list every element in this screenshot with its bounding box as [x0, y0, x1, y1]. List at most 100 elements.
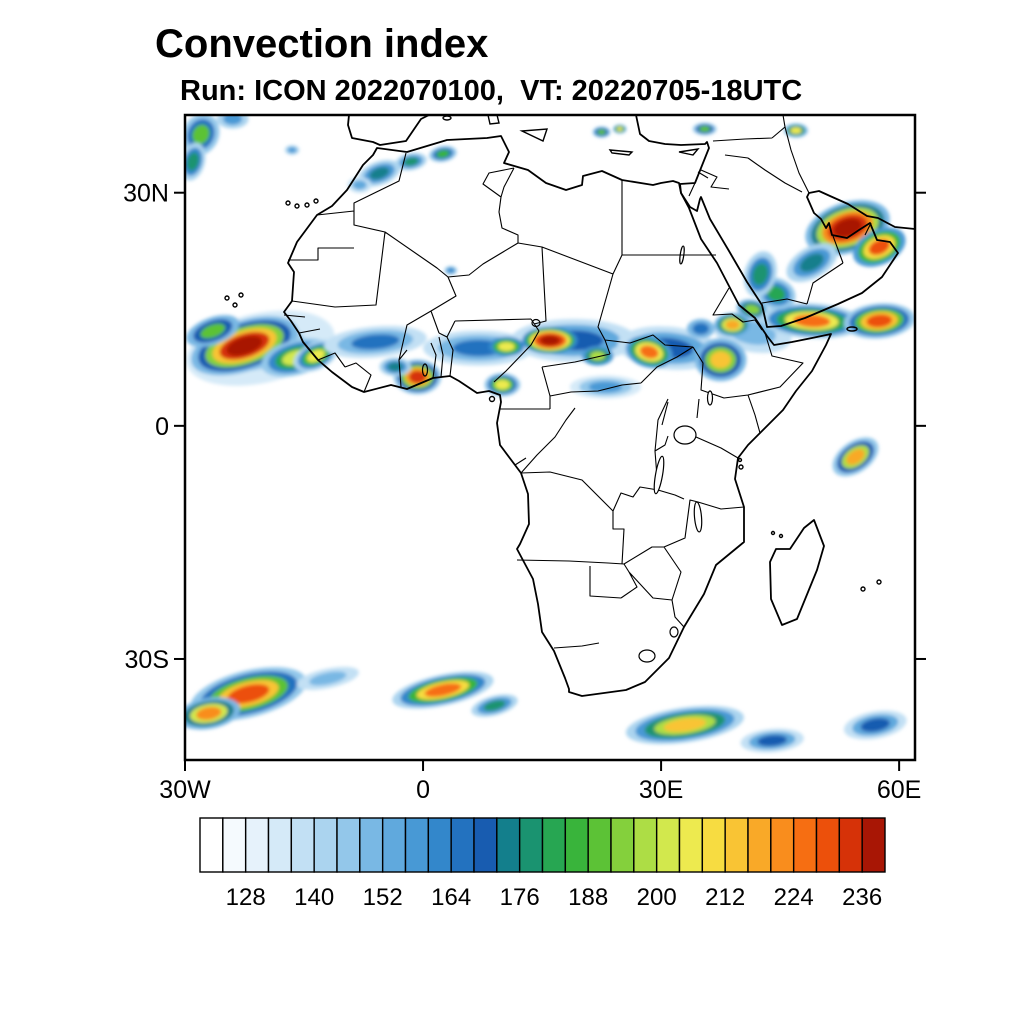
convection-blob [369, 167, 390, 180]
convection-blob [692, 322, 710, 335]
convection-blob [540, 335, 560, 345]
colorbar-cell [381, 817, 407, 873]
chart-title: Convection index [155, 22, 488, 66]
convection-blob [200, 323, 226, 339]
colorbar-cell [496, 817, 521, 873]
colorbar-cell [404, 817, 430, 873]
convection-blob [498, 342, 515, 352]
island-cape-verde [238, 292, 244, 298]
coastline-iberia [347, 115, 430, 146]
colorbar-cell [838, 817, 863, 873]
convection-blob [799, 253, 824, 272]
colorbar-cell [267, 817, 293, 873]
colorbar-tick-label: 128 [226, 884, 266, 911]
convection-blob [187, 152, 199, 171]
colorbar-cell [724, 817, 749, 873]
coastlines [283, 115, 915, 697]
convection-blob [387, 362, 403, 372]
convection-blob [403, 157, 419, 166]
convection-blob [192, 124, 210, 145]
chart-subtitle: Run: ICON 2022070100, VT: 20220705-18UTC [180, 75, 802, 107]
y-tick-label: 0 [155, 413, 169, 441]
colorbar-cell [359, 817, 384, 873]
convection-blob [588, 381, 623, 393]
colorbar-cell [655, 817, 681, 873]
convection-blob [639, 345, 659, 359]
convection-blob [744, 304, 760, 314]
colorbar: 128 140 152 164 176 188 200 212 224 236 [199, 817, 886, 911]
colorbar-cell [450, 817, 475, 873]
colorbar-cell [610, 817, 635, 873]
convection-blob [725, 320, 740, 330]
small-islands [224, 115, 882, 592]
lake-volta [421, 363, 429, 377]
colorbar-cell [290, 817, 315, 873]
island-canary [294, 203, 300, 209]
colorbar-tick-label: 212 [705, 884, 745, 911]
colorbar-cell [678, 817, 704, 873]
island-comoros [770, 530, 776, 536]
convection-blob [616, 127, 623, 131]
colorbar-cell [427, 817, 452, 873]
convection-blob [436, 150, 450, 158]
convection-blob [868, 239, 890, 255]
y-tick-label: 30S [125, 646, 169, 674]
map-background [185, 115, 915, 760]
island-bioko [488, 395, 496, 403]
colorbar-tick-label: 224 [774, 884, 814, 911]
convection-blob [196, 706, 222, 720]
island-zanzibar [738, 464, 744, 470]
colorbar-cell [222, 817, 247, 873]
island-cape-verde [224, 295, 230, 301]
x-axis: 30W 0 30E 60E [159, 760, 921, 804]
colorbar-cell [815, 817, 841, 873]
x-tick-label: 60E [877, 776, 921, 804]
border-lesotho [638, 649, 656, 663]
convection-blob [352, 180, 367, 190]
convection-blob [846, 449, 865, 465]
convection-blob [483, 700, 506, 711]
colorbar-cell [541, 817, 567, 873]
island-cape-verde [232, 302, 238, 308]
convection-blob [447, 267, 455, 273]
colorbar-cell [747, 817, 772, 873]
colorbar-labels: 128 140 152 164 176 188 200 212 224 236 [226, 884, 883, 911]
colorbar-tick-label: 200 [637, 884, 677, 911]
island-mauritius [876, 579, 882, 585]
lake-malawi [693, 501, 703, 533]
x-tick-label: 0 [416, 776, 430, 804]
convection-blob [495, 380, 510, 390]
colorbar-cell [633, 817, 658, 873]
coastline-eurasia-arabia [635, 115, 915, 328]
lakes [421, 245, 714, 663]
convection-blob [710, 351, 731, 369]
colorbar-cell [792, 817, 818, 873]
colorbar-cell [587, 817, 612, 873]
convection-blob [408, 370, 427, 384]
border-eswatini [669, 626, 679, 638]
x-tick-label: 30W [159, 776, 211, 804]
y-tick-label: 30N [123, 180, 169, 208]
colorbar-tick-label: 140 [294, 884, 334, 911]
convection-field [185, 115, 915, 753]
convection-blob [699, 126, 711, 132]
colorbar-tick-label: 164 [431, 884, 471, 911]
convection-blob [424, 683, 462, 697]
convection-blob [287, 147, 297, 153]
convection-blob [226, 335, 263, 356]
convection-blob [351, 334, 400, 350]
colorbar-tick-label: 188 [568, 884, 608, 911]
lake-tanganyika [653, 455, 665, 495]
convection-blob [866, 314, 893, 328]
island-reunion [860, 586, 866, 592]
country-borders [283, 115, 872, 649]
colorbar-cell [564, 817, 589, 873]
island-canary [313, 198, 319, 204]
lake-victoria [673, 425, 697, 445]
convection-blob [309, 671, 347, 686]
colorbar-cell [244, 817, 270, 873]
colorbar-cell [473, 817, 498, 873]
x-tick-label: 30E [639, 776, 683, 804]
convection-blob [757, 735, 787, 747]
